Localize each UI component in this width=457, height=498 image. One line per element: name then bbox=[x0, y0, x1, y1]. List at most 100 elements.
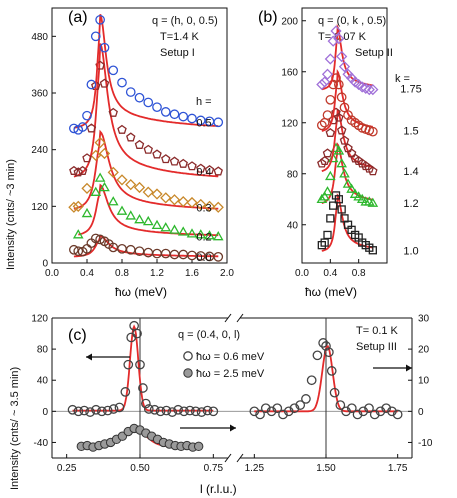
x-tick-label: 0.8 bbox=[115, 268, 129, 279]
data-point-panel-c bbox=[272, 403, 283, 414]
data-point-0.4 bbox=[169, 156, 180, 166]
data-point-panel-c bbox=[185, 405, 195, 416]
data-point-0.5 bbox=[187, 113, 197, 124]
data-point-0.0 bbox=[213, 252, 224, 262]
data-point-0.0 bbox=[152, 248, 162, 259]
data-point-0.5 bbox=[169, 109, 180, 120]
data-point-panel-c bbox=[155, 406, 166, 417]
data-point-1.4 bbox=[368, 166, 378, 176]
data-point-0.5 bbox=[82, 110, 92, 121]
data-point-panel-c bbox=[179, 406, 189, 417]
data-point-0.2 bbox=[177, 226, 189, 236]
data-point-panel-c bbox=[114, 402, 125, 413]
y-tick-label-left: -40 bbox=[34, 438, 49, 449]
y-tick-label-right: 30 bbox=[418, 314, 430, 325]
data-point-1.2 bbox=[336, 158, 347, 168]
data-point-panel-c bbox=[141, 398, 151, 409]
data-point-panel-c bbox=[301, 394, 311, 404]
data-point-panel-c bbox=[102, 405, 113, 416]
data-point-0.2 bbox=[99, 181, 110, 192]
data-point-panel-c bbox=[318, 338, 328, 348]
data-point-0.3 bbox=[142, 186, 154, 198]
data-point-0.2 bbox=[169, 224, 180, 234]
data-point-0.3 bbox=[90, 149, 102, 161]
data-point-panel-c bbox=[364, 403, 374, 414]
data-point-1.5 bbox=[316, 120, 327, 131]
data-point-panel-c bbox=[196, 407, 207, 417]
data-point-panel-c bbox=[167, 407, 178, 417]
data-point-1.75 bbox=[360, 82, 372, 94]
data-point-panel-c bbox=[143, 404, 154, 414]
series-label-0.2: 0.2 bbox=[196, 232, 211, 244]
data-point-panel-c bbox=[138, 383, 148, 393]
data-point-0.2 bbox=[125, 210, 137, 220]
panel-a-plot: 0.0 0.4 0.8 1.2 1.6 2.0 0 120 240 360 480 0.0 0.2 0.3… bbox=[31, 7, 234, 279]
data-point-1.0 bbox=[323, 230, 332, 240]
data-point-0.2 bbox=[107, 196, 119, 206]
y-tick-label: 240 bbox=[31, 145, 48, 156]
data-point-1.2 bbox=[333, 145, 345, 155]
data-point-panel-c bbox=[375, 406, 386, 417]
arrow-right-axis-head bbox=[230, 424, 236, 432]
y-tick-label-left: 40 bbox=[37, 376, 49, 387]
data-point-panel-c bbox=[79, 405, 90, 416]
data-point-panel-c bbox=[85, 407, 95, 417]
data-point-1.2 bbox=[339, 168, 350, 178]
data-point-0.4 bbox=[73, 167, 83, 177]
data-point-panel-c bbox=[120, 387, 131, 397]
y-tick-label: 200 bbox=[281, 16, 298, 27]
data-point-0.5 bbox=[95, 14, 105, 25]
data-point-1.2 bbox=[367, 197, 379, 207]
panel-b-q: q = (0, k , 0.5) bbox=[318, 15, 386, 27]
fit-curve-0.6meV bbox=[72, 324, 214, 412]
data-point-1.0 bbox=[329, 201, 338, 210]
panel-c-plot: 0.25 0.50 0.75 1.25 1.50 1.75 -40 0 40 80 120 -10 0 1… bbox=[9, 314, 433, 491]
series-label-1.0: 1.0 bbox=[403, 245, 418, 257]
data-point-0.3 bbox=[212, 201, 224, 213]
panel-b-xlabel: ħω (meV) bbox=[305, 285, 357, 299]
data-point-panel-c bbox=[381, 403, 392, 414]
data-point-0.2 bbox=[204, 230, 215, 240]
data-point-1.75 bbox=[319, 76, 331, 88]
data-point-1.5 bbox=[367, 126, 378, 137]
data-point-panel-c bbox=[173, 404, 183, 415]
data-point-0.4 bbox=[82, 153, 92, 163]
data-point-1.2 bbox=[319, 191, 330, 201]
axis-break-mark bbox=[224, 453, 232, 463]
fit-curve-0.4 bbox=[73, 43, 219, 178]
data-point-1.75 bbox=[363, 83, 375, 96]
x-tick-label: 0.0 bbox=[295, 268, 309, 279]
y-tick-label: 120 bbox=[31, 202, 48, 213]
panel-c-ylabel: Intensity (cnts/ ~ 3.5 min) bbox=[9, 367, 21, 490]
data-point-1.0 bbox=[326, 214, 335, 223]
data-point-panel-c bbox=[149, 404, 160, 415]
data-point-0.5 bbox=[77, 122, 88, 132]
data-point-panel-c bbox=[266, 406, 277, 417]
x-tick-label: 1.6 bbox=[185, 268, 199, 279]
panel-b-param-label: k = bbox=[395, 73, 410, 85]
data-point-0.2 bbox=[212, 231, 224, 241]
y-tick-label-left: 0 bbox=[42, 407, 48, 418]
series-label-1.2: 1.2 bbox=[403, 198, 418, 210]
data-point-0.5 bbox=[143, 97, 154, 108]
data-point-0.4 bbox=[187, 161, 197, 171]
data-point-1.2 bbox=[325, 170, 336, 181]
data-point-1.5 bbox=[339, 102, 350, 113]
data-point-1.4 bbox=[334, 112, 344, 122]
panel-a-label: (a) bbox=[68, 9, 88, 26]
data-point-panel-c bbox=[387, 406, 397, 417]
data-point-0.4 bbox=[99, 78, 110, 88]
data-point-panel-c bbox=[255, 409, 265, 420]
data-point-0.3 bbox=[116, 174, 128, 186]
data-point-0.2 bbox=[134, 214, 145, 224]
x-tick-label: 1.50 bbox=[316, 463, 336, 474]
data-point-1.4 bbox=[336, 125, 347, 135]
data-point-panel-c bbox=[369, 409, 380, 420]
data-point-0.0 bbox=[73, 246, 84, 257]
data-point-1.4 bbox=[325, 127, 336, 137]
axis-break-mark bbox=[236, 453, 244, 463]
data-point-panel-c bbox=[249, 406, 260, 417]
panel-b-plot: 0.0 0.4 0.8 40 80 120 160 200 1.0 1.2 1.4 1.5 1.75 bbox=[281, 7, 422, 279]
data-point-0.2 bbox=[72, 229, 84, 239]
